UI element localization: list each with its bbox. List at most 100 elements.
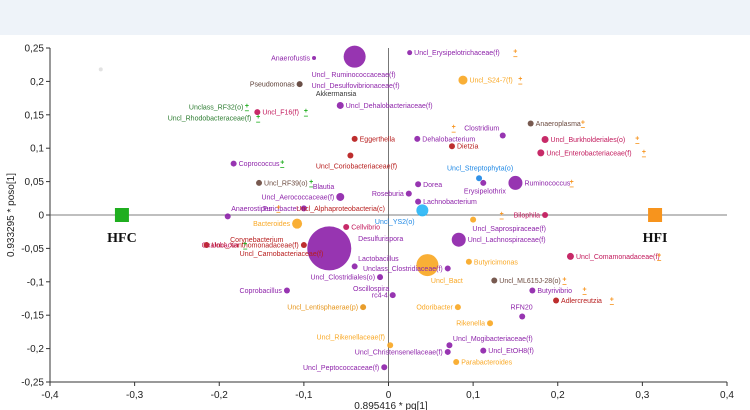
point-label: Uncl_Clostridiales(o) (310, 275, 375, 282)
data-marks: Ruminococcus +Uncl_Lachnospiraceae(f)Bact… (98, 45, 668, 372)
significance-marker: + (635, 136, 639, 143)
x-tick-label: 0,4 (720, 390, 734, 401)
y-tick-label: 0,1 (30, 144, 44, 155)
y-tick-label: 0,15 (25, 110, 45, 121)
point-label: Erysipelothrix (464, 188, 507, 195)
y-tick-label: 0,05 (25, 177, 45, 188)
data-point (347, 152, 354, 159)
point-label: Odoribacter (416, 305, 453, 312)
point-label: rc4-4 (372, 293, 388, 300)
significance-marker: + (642, 149, 646, 156)
point-label: Dorea (423, 182, 442, 189)
point-label: Anaerofustis (271, 56, 310, 63)
point-label: Clostridium (464, 126, 499, 133)
data-point (389, 292, 396, 299)
data-point (470, 216, 477, 223)
point-label: Uncl_Erysipelotrichaceae(f) (414, 50, 500, 57)
data-point (230, 160, 237, 167)
x-tick-label: -0,4 (41, 390, 59, 401)
point-label: Bacteroides (253, 221, 290, 228)
data-point (454, 304, 461, 311)
data-point (224, 213, 231, 220)
significance-marker: + (256, 114, 260, 121)
data-point (416, 204, 429, 217)
point-label: Oscillospira (353, 286, 389, 293)
data-point (444, 265, 451, 272)
point-label: Uncl_Rhodobacteraceae(f) (168, 116, 252, 123)
data-point (414, 135, 421, 142)
data-point (458, 75, 468, 85)
point-label: Uncl_ML615J-28(o) (499, 278, 560, 285)
point-label: Lactobacillus (358, 256, 399, 263)
significance-marker: + (513, 49, 517, 56)
data-point (453, 358, 460, 365)
point-label: Bilophila (514, 213, 541, 220)
significance-marker: + (570, 179, 574, 186)
point-label: Butyrivibrio (537, 288, 572, 295)
significance-marker: + (583, 286, 587, 293)
group-marker (114, 208, 129, 222)
x-tick-label: 0,1 (466, 390, 480, 401)
x-tick-label: 0,3 (635, 390, 649, 401)
point-label: Uncl_Xanthomonadaceae(f) (212, 243, 299, 250)
point-label: Uncl_Coriobacteriaceae(f) (316, 164, 397, 171)
point-label: Uncl_Enterobacteriaceae(f) (546, 150, 631, 157)
point-label: Lachnobacterium (423, 199, 477, 206)
point-label: Uncl_Comamonadaceae(f) (576, 254, 660, 261)
data-point (300, 205, 307, 212)
point-label: Uncl_Lentisphaerae(p) (287, 305, 358, 312)
data-point (343, 224, 350, 231)
point-label: Rikenella (456, 321, 485, 328)
data-point (480, 347, 487, 354)
significance-marker: + (581, 119, 585, 126)
data-point (300, 242, 307, 249)
data-point (465, 258, 472, 265)
data-point (292, 218, 303, 229)
y-tick-label: -0,2 (27, 344, 45, 355)
point-label: Uncl_RF39(o) (264, 180, 308, 187)
x-tick-label: 0,2 (551, 390, 565, 401)
data-point (527, 120, 534, 127)
point-label: Corynebacterium (230, 237, 283, 244)
data-point (296, 81, 303, 88)
data-point (446, 342, 453, 349)
point-label: Parabacteroides (461, 359, 512, 366)
data-point (343, 45, 366, 68)
point-label: Coprococcus (239, 161, 280, 168)
point-label: Uncl_Lachnospiraceae(f) (468, 237, 546, 244)
point-label: Dietzia (457, 144, 479, 151)
data-point (448, 143, 455, 150)
y-tick-label: -0,05 (21, 244, 44, 255)
point-label: Uncl_Burkholderiales(o) (551, 137, 626, 144)
data-point (351, 263, 358, 270)
data-point (377, 274, 384, 281)
point-label: Uncl_ Ruminococcaceae(f) (312, 72, 396, 79)
data-point (98, 67, 103, 72)
significance-marker: + (562, 276, 566, 283)
y-tick-label: 0,2 (30, 77, 44, 88)
y-tick-label: -0,15 (21, 311, 44, 322)
significance-marker: + (309, 179, 313, 186)
point-label: Unclass_RF32(o) (189, 104, 243, 111)
point-label: Cellvibrio (351, 225, 380, 232)
data-point (476, 175, 483, 182)
significance-marker: + (280, 160, 284, 167)
point-label: Uncl_Christensenellaceae(f) (355, 349, 443, 356)
point-label: Uncl_EtOH8(f) (488, 348, 534, 355)
data-point (254, 109, 261, 116)
x-tick-label: -0,2 (211, 390, 229, 401)
data-point (407, 50, 413, 56)
significance-marker: + (304, 108, 308, 115)
data-point (508, 175, 523, 190)
data-point (499, 132, 506, 139)
point-label: Oxalobacter (202, 243, 240, 250)
axes: -0,4 -0,3 -0,2 -0,1 0 0,1 0,2 0,3 0,4 0,25 0,2 0,15… (21, 44, 734, 402)
group-marker (648, 208, 663, 222)
y-tick-label: 0,25 (25, 44, 45, 55)
x-tick-label: -0,3 (126, 390, 144, 401)
group-label: HFC (107, 231, 137, 246)
data-point (381, 364, 388, 371)
x-tick-label: 0 (386, 390, 392, 401)
point-label: Uncl_Desulfovibrionaceae(f) (312, 83, 400, 90)
data-point (487, 320, 494, 327)
